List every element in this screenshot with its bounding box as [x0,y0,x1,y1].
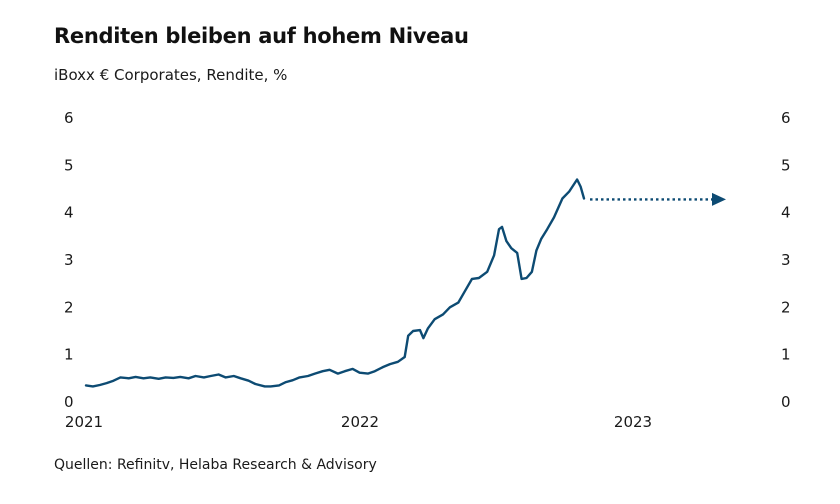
y-tick-label-left: 0 [64,393,74,411]
series-layer [84,178,586,388]
yield-series-line [84,178,586,388]
x-tick-label: 2023 [614,413,652,431]
chart-title: Renditen bleiben auf hohem Niveau [54,24,469,48]
y-axis-right: 0 1 2 3 4 5 6 [781,109,791,411]
x-tick-label: 2021 [65,413,103,431]
y-axis-left: 0 1 2 3 4 5 6 [64,109,74,411]
y-tick-label-right: 4 [781,204,791,222]
source-note: Quellen: Refinitv, Helaba Research & Adv… [54,457,377,473]
forecast-layer [590,192,726,206]
y-tick-label-left: 3 [64,251,74,269]
y-tick-label-right: 6 [781,109,791,127]
forecast-arrowhead-icon [712,192,726,206]
y-tick-label-left: 6 [64,109,74,127]
y-tick-label-left: 2 [64,298,74,316]
y-tick-label-left: 4 [64,204,74,222]
y-tick-label-right: 0 [781,393,791,411]
y-tick-label-right: 5 [781,156,791,174]
x-tick-label: 2022 [341,413,379,431]
y-tick-label-right: 3 [781,251,791,269]
y-tick-label-left: 1 [64,346,74,364]
chart-subtitle: iBoxx € Corporates, Rendite, % [54,66,288,84]
y-tick-label-right: 2 [781,298,791,316]
x-axis: 2021 2022 2023 [65,413,652,431]
y-tick-label-left: 5 [64,156,74,174]
y-tick-label-right: 1 [781,346,791,364]
